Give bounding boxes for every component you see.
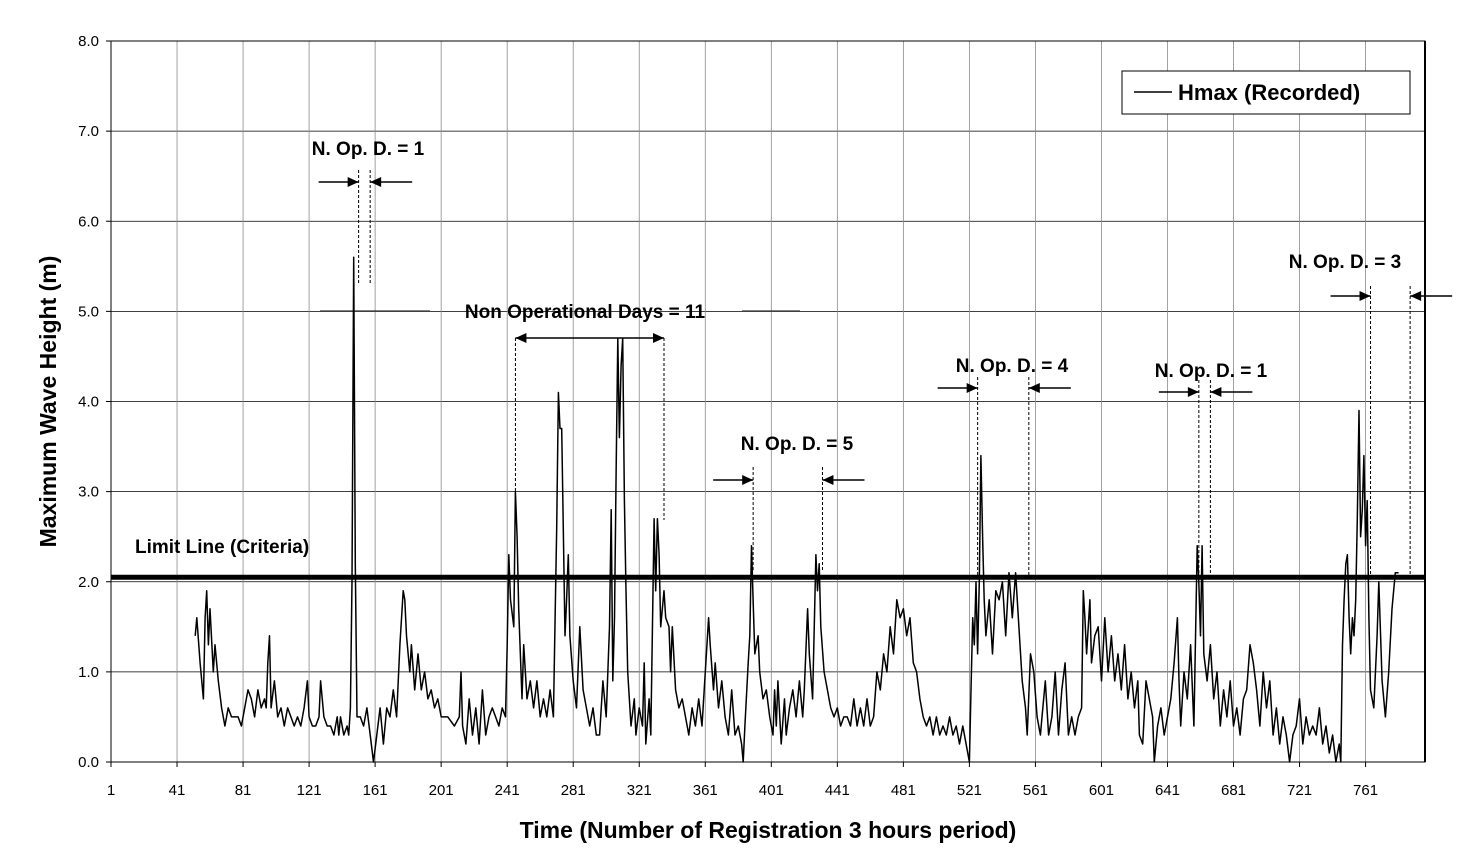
- limit-line-label: Limit Line (Criteria): [135, 537, 309, 558]
- x-tick-label: 521: [957, 782, 982, 799]
- series-group: [194, 256, 1399, 763]
- x-tick-label: 1: [107, 782, 115, 799]
- arrow-head: [1187, 387, 1199, 397]
- annotation-label: N. Op. D. = 4: [956, 356, 1069, 377]
- y-tick-label: 5.0: [78, 303, 99, 320]
- legend-entry: Hmax (Recorded): [1178, 80, 1360, 105]
- x-tick-label: 321: [627, 782, 652, 799]
- arrow-head: [966, 383, 978, 393]
- series-line-hmax: [194, 256, 1399, 763]
- arrow-head: [515, 333, 527, 343]
- annotation-label: N. Op. D. = 1: [1155, 361, 1268, 382]
- y-tick-label: 0.0: [78, 754, 99, 771]
- x-tick-label: 201: [429, 782, 454, 799]
- y-tick-label: 8.0: [78, 33, 99, 50]
- y-tick-label: 2.0: [78, 574, 99, 591]
- x-tick-label: 121: [297, 782, 322, 799]
- y-tick-label: 7.0: [78, 123, 99, 140]
- x-tick-label: 761: [1353, 782, 1378, 799]
- tick-labels: 0.0 1.0 2.0 3.0 4.0 5.0 6.0 7.0 8.0 1 41 81 121 161 20…: [78, 33, 1378, 799]
- y-tick-label: 1.0: [78, 664, 99, 681]
- limit-line-group: Limit Line (Criteria): [111, 537, 1425, 580]
- grid: [110, 40, 1426, 763]
- annotation-group: N. Op. D. = 1: [312, 139, 425, 285]
- x-tick-label: 361: [693, 782, 718, 799]
- arrow-head: [1410, 291, 1422, 301]
- x-tick-label: 281: [561, 782, 586, 799]
- arrow-head: [822, 475, 834, 485]
- x-tick-label: 601: [1089, 782, 1114, 799]
- x-tick-label: 721: [1287, 782, 1312, 799]
- arrow-head: [347, 177, 359, 187]
- annotation-group: N. Op. D. = 4: [937, 356, 1071, 575]
- annotation-label: N. Op. D. = 3: [1289, 252, 1401, 273]
- annotations: N. Op. D. = 1 Non Operational Days = 11 N.…: [312, 139, 1453, 580]
- annotation-group: N. Op. D. = 1: [1155, 361, 1268, 580]
- x-tick-label: 641: [1155, 782, 1180, 799]
- legend: Hmax (Recorded): [1121, 70, 1411, 115]
- x-tick-label: 241: [495, 782, 520, 799]
- x-tick-label: 161: [363, 782, 388, 799]
- x-tick-label: 401: [759, 782, 784, 799]
- x-axis-title: Time (Number of Registration 3 hours per…: [520, 817, 1017, 843]
- annotation-group: N. Op. D. = 5: [713, 434, 865, 570]
- x-tick-label: 81: [235, 782, 252, 799]
- arrow-head: [1210, 387, 1222, 397]
- y-axis-title: Maximum Wave Height (m): [35, 256, 61, 548]
- y-tick-label: 3.0: [78, 484, 99, 501]
- y-tick-label: 4.0: [78, 394, 99, 411]
- annotation-label: N. Op. D. = 1: [312, 139, 425, 160]
- arrow-head: [653, 333, 665, 343]
- x-tick-label: 561: [1023, 782, 1048, 799]
- x-tick-label: 441: [825, 782, 850, 799]
- arrow-head: [1028, 383, 1040, 393]
- annotation-label: Non Operational Days = 11: [465, 302, 706, 323]
- arrow-head: [1359, 291, 1371, 301]
- x-tick-label: 481: [891, 782, 916, 799]
- y-tick-label: 6.0: [78, 213, 99, 230]
- x-tick-label: 41: [169, 782, 186, 799]
- annotation-group: Non Operational Days = 11: [320, 302, 800, 520]
- arrow-head: [370, 177, 382, 187]
- annotation-label: N. Op. D. = 5: [741, 434, 854, 455]
- annotation-group: N. Op. D. = 3: [1289, 252, 1453, 578]
- arrow-head: [742, 475, 754, 485]
- x-tick-label: 681: [1221, 782, 1246, 799]
